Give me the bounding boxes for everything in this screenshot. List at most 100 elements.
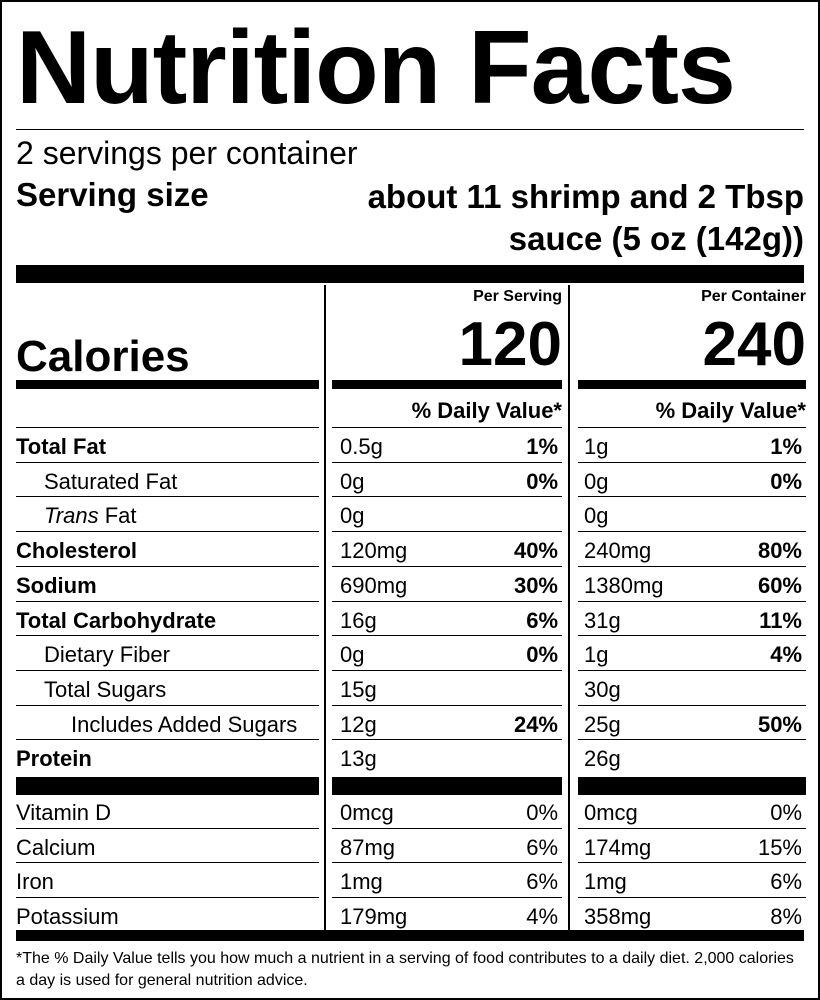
nutrient-name: Trans Fat: [44, 499, 137, 533]
nutrient-name: Total Fat: [16, 434, 107, 459]
row-rule: [578, 635, 806, 637]
per-container-dv: 8%: [770, 903, 802, 929]
row-rule: [332, 600, 562, 602]
per-serving-dv: 40%: [513, 538, 558, 564]
per-container-dv: [578, 742, 802, 776]
per-container-dv: 50%: [757, 711, 802, 737]
per-container-dv: 0%: [770, 800, 802, 825]
calories-bar-left: [16, 380, 319, 389]
row-rule: [16, 461, 319, 463]
dv-header-per-serving: % Daily Value*: [411, 398, 562, 423]
per-container-amount: 1g: [584, 642, 609, 668]
calories-per-serving: 120: [458, 310, 562, 379]
per-serving-amount: 0.5g: [340, 434, 383, 459]
per-serving-amount: 0g: [340, 503, 365, 529]
per-container-amount: 31g: [584, 607, 621, 633]
row-rule: [16, 862, 319, 863]
row-rule: [332, 704, 562, 706]
row-rule: [578, 565, 806, 567]
column-divider-right: [568, 285, 570, 930]
row-rule: [332, 427, 562, 428]
per-container-dv: 6%: [770, 869, 802, 894]
footnote: *The % Daily Value tells you how much a …: [16, 950, 794, 989]
per-container-amount: 1g: [584, 434, 609, 459]
nutrient-name: Calcium: [16, 834, 96, 860]
per-serving-amount: 0g: [340, 642, 365, 668]
nutrient-name: Iron: [16, 869, 54, 894]
nutrient-name: Cholesterol: [16, 538, 138, 564]
per-serving-dv: 4%: [526, 903, 558, 929]
per-serving-dv: 6%: [526, 869, 558, 894]
per-container-amount: 0g: [584, 468, 609, 494]
per-serving-dv: 1%: [526, 434, 558, 459]
row-rule: [332, 531, 562, 533]
per-serving-dv: 30%: [513, 572, 558, 598]
row-rule: [16, 896, 319, 898]
nutrient-name: Protein: [16, 746, 92, 772]
row-rule: [578, 600, 806, 602]
per-container-amount: 174mg: [584, 834, 652, 860]
row-rule: [332, 565, 562, 567]
per-container-amount: 25g: [584, 711, 621, 737]
per-serving-dv: 6%: [526, 607, 558, 633]
serving-size-label: Serving size: [16, 176, 209, 213]
thick-bar-vitamins-right: [578, 777, 806, 795]
per-serving-dv: 24%: [513, 711, 558, 737]
nutrient-name: Includes Added Sugars: [71, 711, 298, 737]
row-rule: [578, 704, 806, 706]
nutrient-name-text: Fat: [104, 503, 137, 529]
calories-per-container: 240: [702, 310, 806, 379]
per-serving-amount: 12g: [340, 711, 377, 737]
row-rule: [578, 427, 806, 428]
per-container-dv: 1%: [770, 434, 802, 459]
per-serving-amount: 15g: [340, 676, 377, 702]
per-serving-dv: [332, 742, 558, 776]
per-serving-dv: [332, 673, 558, 707]
per-container-dv: 4%: [770, 642, 802, 668]
row-rule: [332, 739, 562, 741]
row-rule: [16, 669, 319, 671]
row-rule: [578, 461, 806, 463]
row-rule: [578, 739, 806, 741]
nutrient-name: Potassium: [16, 903, 119, 929]
thick-bar-top: [16, 265, 804, 283]
per-serving-amount: 179mg: [340, 903, 408, 929]
col-head-per-container: Per Container: [701, 288, 806, 305]
per-serving-dv: 6%: [526, 834, 558, 860]
per-container-amount: 358mg: [584, 903, 652, 929]
row-rule: [332, 669, 562, 671]
row-rule: [578, 496, 806, 498]
per-serving-dv: 0%: [526, 642, 558, 668]
col-head-per-serving: Per Serving: [473, 288, 562, 305]
row-rule: [332, 461, 562, 463]
per-container-amount: 0mcg: [584, 800, 638, 825]
per-serving-amount: 1mg: [340, 869, 383, 894]
row-rule: [16, 704, 319, 706]
dv-header-per-container: % Daily Value*: [655, 398, 806, 423]
nutrient-name: Saturated Fat: [44, 468, 178, 494]
row-rule: [16, 531, 319, 533]
label-title: Nutrition Facts: [16, 10, 736, 126]
thick-bar-vitamins-mid: [332, 777, 562, 795]
nutrient-name: Total Carbohydrate: [16, 607, 217, 633]
per-container-amount: 0g: [584, 503, 609, 529]
per-container-amount: 1mg: [584, 869, 627, 894]
row-rule: [16, 635, 319, 637]
row-rule: [332, 635, 562, 637]
calories-label: Calories: [16, 332, 190, 381]
per-container-dv: 0%: [770, 468, 802, 494]
nutrient-name: Sodium: [16, 572, 97, 598]
per-container-amount: 1380mg: [584, 572, 664, 598]
row-rule: [16, 496, 319, 498]
row-rule: [332, 827, 562, 829]
nutrient-name: Vitamin D: [16, 800, 111, 825]
per-container-amount: 30g: [584, 676, 621, 702]
row-rule: [16, 565, 319, 567]
row-rule: [578, 827, 806, 829]
calories-bar-right: [578, 380, 806, 389]
thick-bar-vitamins-left: [16, 777, 319, 795]
row-rule: [16, 600, 319, 602]
nutrient-name: Dietary Fiber: [44, 642, 170, 668]
per-serving-dv: 0%: [526, 800, 558, 825]
